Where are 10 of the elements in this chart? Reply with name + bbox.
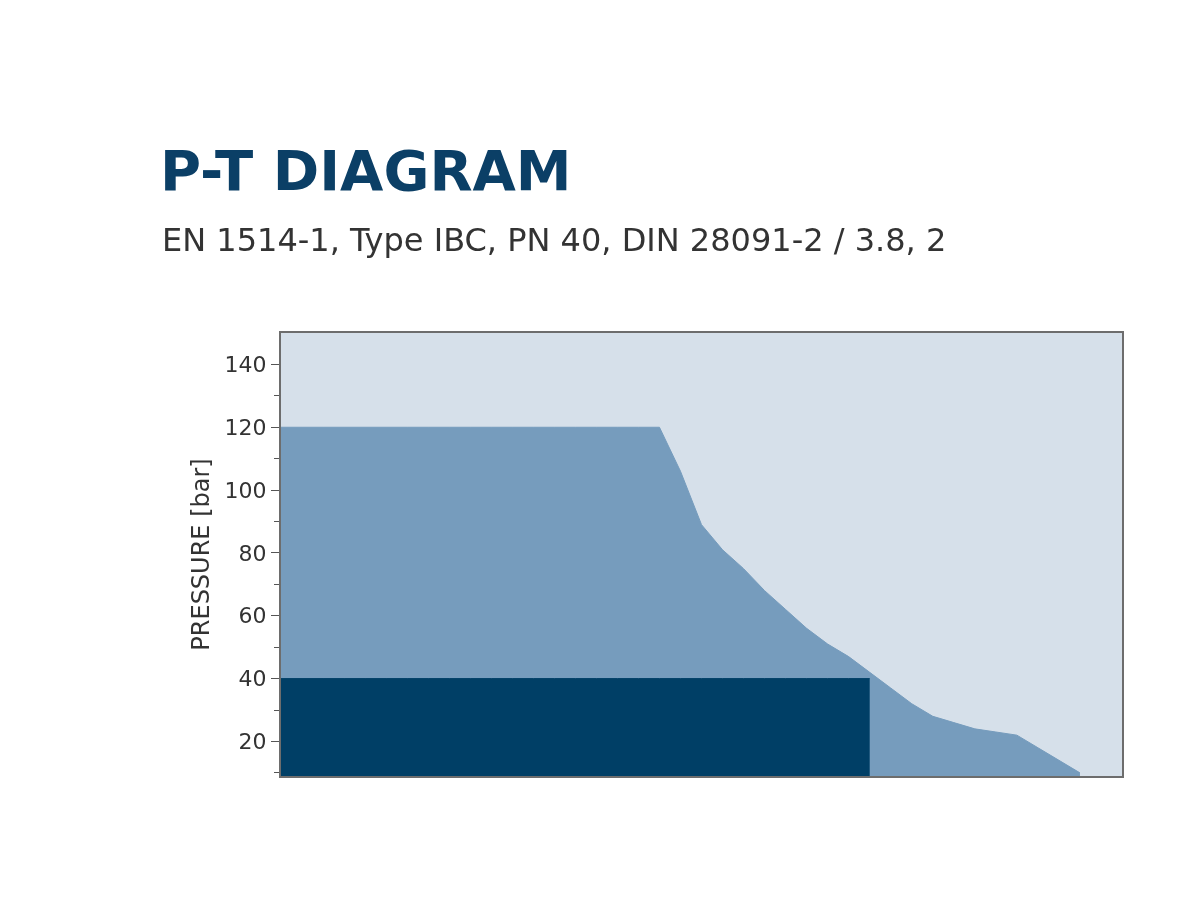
y-tick-label: 140 bbox=[224, 352, 267, 378]
y-tick-label: 80 bbox=[238, 540, 267, 566]
y-axis-title: PRESSURE [bar] bbox=[187, 458, 216, 651]
chart-subtitle: EN 1514-1, Type IBC, PN 40, DIN 28091-2 / 3.8, 2 bbox=[162, 221, 947, 259]
y-tick-label: 120 bbox=[224, 414, 267, 440]
y-tick-label: 100 bbox=[224, 477, 267, 503]
chart-title: P-T DIAGRAM bbox=[160, 137, 572, 203]
y-tick-label: 60 bbox=[238, 603, 267, 629]
y-tick-label: 20 bbox=[238, 729, 267, 755]
y-tick-label: 40 bbox=[238, 666, 267, 692]
